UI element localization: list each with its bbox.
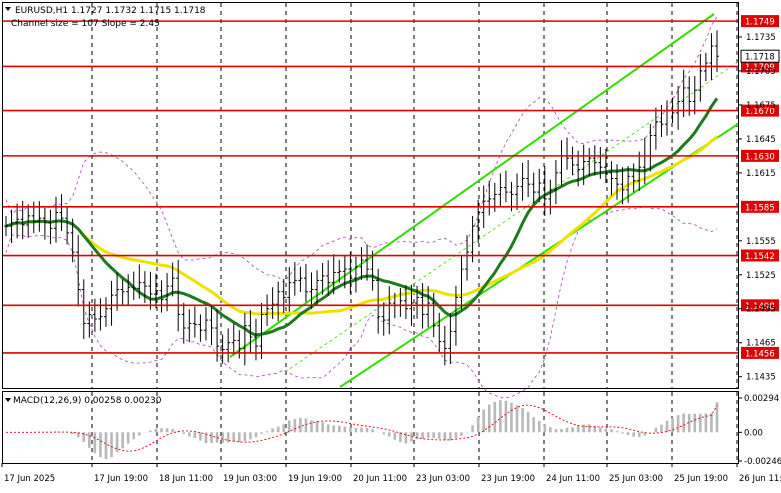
time-tick-label: 25 Jun 03:00 (609, 474, 663, 484)
time-tick-label: 19 Jun 19:00 (288, 474, 342, 484)
price-tick-label: 1.1495 (746, 305, 776, 315)
level-label: 1.1585 (745, 203, 775, 213)
time-tick-label: 17 Jun 2025 (4, 474, 55, 484)
time-tick-label: 26 Jun 11:00 (739, 474, 781, 484)
time-tick-label: 24 Jun 11:00 (546, 474, 600, 484)
level-label: 1.1630 (745, 152, 775, 162)
level-label-box (741, 346, 779, 359)
bollinger-bands (5, 16, 718, 399)
symbol-info: EURUSD,H1 1.1727 1.1732 1.1715 1.1718 (15, 6, 206, 16)
level-label: 1.1498 (745, 302, 775, 312)
bollinger-upper (5, 16, 718, 284)
price-tick-label: 1.1465 (746, 339, 776, 349)
channel-info: Channel size = 107 Slope = 2.45 (11, 19, 160, 29)
macd-signal-line (6, 404, 718, 452)
time-tick-label: 20 Jun 11:00 (353, 474, 407, 484)
channel-middle-line (284, 61, 739, 373)
time-tick-label: 19 Jun 03:00 (223, 474, 277, 484)
level-label: 1.1749 (745, 18, 775, 28)
current-price-box (740, 49, 780, 63)
price-tick-label: 1.1435 (746, 373, 776, 383)
channel-upper-line (229, 13, 715, 358)
current-price-label: 1.1718 (745, 53, 775, 63)
level-label: 1.1709 (745, 63, 775, 73)
level-label-box (741, 15, 779, 28)
price-tick-label: 1.1705 (746, 67, 776, 77)
level-label-box (741, 104, 779, 117)
time-tick-label: 23 Jun 19:00 (481, 474, 535, 484)
macd-dropdown-triangle-icon[interactable] (5, 398, 11, 402)
price-tick-label: 1.1555 (746, 237, 776, 247)
price-axis: 1.1735 1.1705 1.1675 1.1645 1.1615 1.1555 1.15… (738, 33, 780, 383)
time-tick-label: 23 Jun 03:00 (416, 474, 470, 484)
price-tick-label: 1.1525 (746, 271, 776, 281)
macd-tick-label: 0.00 (744, 428, 763, 438)
level-label-box (741, 149, 779, 162)
level-label-box (741, 200, 779, 213)
macd-indicator: 0.00294 0.00 -0.00246 (6, 394, 781, 467)
dropdown-triangle-icon[interactable] (5, 7, 11, 11)
price-tick-label: 1.1675 (746, 101, 776, 111)
macd-tick-label: 0.00294 (744, 394, 779, 404)
ma-slow-line (5, 135, 718, 316)
level-label: 1.1542 (745, 252, 775, 262)
macd-label: MACD(12,26,9) 0.00258 0.00230 (13, 396, 162, 406)
macd-tick-label: -0.00246 (744, 457, 781, 467)
bollinger-lower (5, 205, 718, 399)
time-tick-label: 17 Jun 19:00 (94, 474, 148, 484)
time-axis: 17 Jun 2025 17 Jun 19:00 18 Jun 11:00 19 Ju… (1, 463, 781, 484)
price-tick-label: 1.1645 (746, 135, 776, 145)
price-tick-label: 1.1615 (746, 169, 776, 179)
level-label: 1.1456 (745, 349, 775, 359)
level-label-box (741, 60, 779, 73)
time-tick-label: 18 Jun 11:00 (159, 474, 213, 484)
price-tick-label: 1.1735 (746, 33, 776, 43)
time-tick-label: 25 Jun 19:00 (674, 474, 728, 484)
horizontal-levels[interactable]: 1.1749 1.1709 1.1670 1.1630 1.1585 1.1542 1.14… (3, 15, 779, 359)
macd-pane-frame (2, 391, 739, 464)
level-label: 1.1670 (745, 107, 775, 117)
level-label-box (741, 299, 779, 312)
level-label-box (741, 249, 779, 262)
candlesticks (4, 30, 719, 366)
